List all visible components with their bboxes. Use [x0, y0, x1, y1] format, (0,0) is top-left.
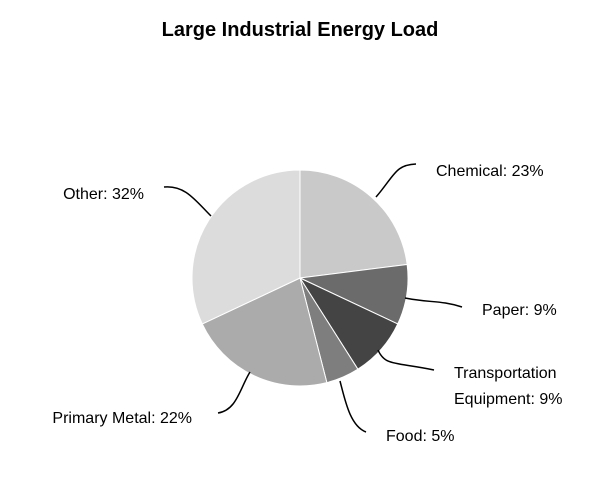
- leader-line: [404, 297, 463, 308]
- pie-slice-primary-metal: [201, 277, 328, 387]
- leader-line: [377, 349, 435, 371]
- slice-label: Equipment: 9%: [454, 391, 563, 408]
- leader-line: [339, 380, 367, 433]
- leader-line: [163, 186, 212, 217]
- slice-label: Paper: 9%: [482, 302, 557, 319]
- slice-label: Transportation: [454, 365, 557, 382]
- pie-slice-chemical: [299, 169, 408, 279]
- pie-slices: [191, 169, 409, 387]
- slice-label: Chemical: 23%: [436, 163, 544, 180]
- slice-labels: Chemical: 23% Paper: 9% Transportation Equi…: [52, 163, 562, 445]
- leader-lines: [163, 163, 463, 433]
- leader-line: [217, 371, 251, 414]
- pie-slice-other: [191, 169, 301, 325]
- slice-label: Other: 32%: [63, 186, 144, 203]
- leader-line: [375, 163, 417, 198]
- chart-title: Large Industrial Energy Load: [162, 19, 439, 41]
- slice-label: Food: 5%: [386, 428, 454, 445]
- slice-label: Primary Metal: 22%: [52, 410, 192, 427]
